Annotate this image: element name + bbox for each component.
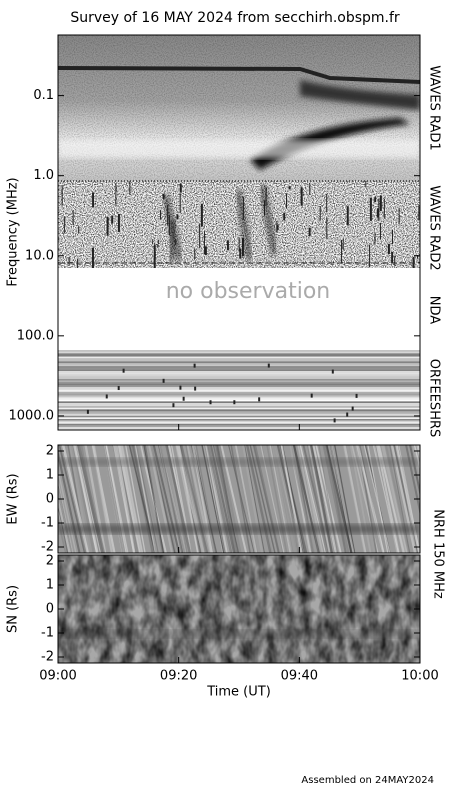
feature xyxy=(58,524,420,534)
chart-title: Survey of 16 MAY 2024 from secchirh.obsp… xyxy=(70,10,400,26)
feature xyxy=(209,400,212,405)
feature xyxy=(258,397,261,402)
y-tick-label: 1 xyxy=(46,468,54,483)
feature xyxy=(58,515,67,553)
feature xyxy=(351,406,354,411)
feature xyxy=(182,396,185,401)
feature xyxy=(267,363,270,368)
feature xyxy=(172,403,175,408)
y-tick-label: 1.0 xyxy=(33,168,54,183)
y-tick-label: 2 xyxy=(46,554,54,569)
y-axis-label: EW (Rs) xyxy=(6,473,21,524)
x-tick-label: 09:20 xyxy=(160,669,197,684)
feature xyxy=(300,80,420,110)
y-tick-label: 1000.0 xyxy=(9,408,55,423)
feature xyxy=(233,400,236,405)
feature xyxy=(58,501,69,553)
y-axis-label: SN (Rs) xyxy=(6,585,21,633)
y-tick-label: 1 xyxy=(46,578,54,593)
plot-frame xyxy=(57,34,421,431)
feature xyxy=(259,184,278,256)
feature xyxy=(331,369,334,374)
feature xyxy=(58,466,77,553)
feature xyxy=(167,219,178,263)
y-tick-label: 0 xyxy=(46,602,54,617)
feature xyxy=(58,630,420,638)
instrument-label: NRH 150 MHz xyxy=(431,509,446,599)
y-axis-label: Frequency (MHz) xyxy=(6,177,21,286)
feature xyxy=(162,378,165,383)
y-tick-label: -2 xyxy=(41,650,54,665)
feature xyxy=(333,418,336,423)
y-tick-label: -1 xyxy=(41,516,54,531)
feature xyxy=(58,495,71,553)
image xyxy=(58,445,420,553)
x-axis-label: Time (UT) xyxy=(206,685,271,700)
feature xyxy=(355,393,358,398)
band-label: NDA xyxy=(427,296,442,325)
y-tick-label: -1 xyxy=(41,626,54,641)
y-tick-label: -2 xyxy=(41,540,54,555)
feature xyxy=(179,385,182,390)
y-tick-label: 100.0 xyxy=(17,328,54,343)
feature xyxy=(235,189,253,261)
feature xyxy=(105,394,108,399)
footer: Assembled on 24MAY2024 xyxy=(301,775,434,786)
band-noise xyxy=(58,35,420,181)
textures xyxy=(58,35,420,663)
y-tick-label: 0.1 xyxy=(33,88,54,103)
x-tick-label: 09:40 xyxy=(281,669,318,684)
feature xyxy=(193,363,196,368)
band-label: ORFEESHRS xyxy=(427,359,442,437)
feature xyxy=(346,412,349,417)
band-label: WAVES RAD1 xyxy=(427,65,442,150)
y-tick-label: 10.0 xyxy=(25,248,54,263)
y-tick-label: 2 xyxy=(46,444,54,459)
feature xyxy=(58,140,420,158)
annotation: no observation xyxy=(166,279,331,304)
y-tick-label: 0 xyxy=(46,492,54,507)
x-tick-label: 10:00 xyxy=(401,669,438,684)
feature xyxy=(194,386,197,391)
feature xyxy=(122,368,125,373)
image-noise xyxy=(58,555,420,663)
feature xyxy=(58,458,420,466)
feature xyxy=(86,409,89,414)
spectrum xyxy=(58,35,420,430)
feature xyxy=(117,386,120,391)
feature xyxy=(310,393,313,398)
feature xyxy=(58,66,420,84)
x-tick-label: 09:00 xyxy=(39,669,76,684)
band-label: WAVES RAD2 xyxy=(427,185,442,270)
image xyxy=(58,555,420,663)
